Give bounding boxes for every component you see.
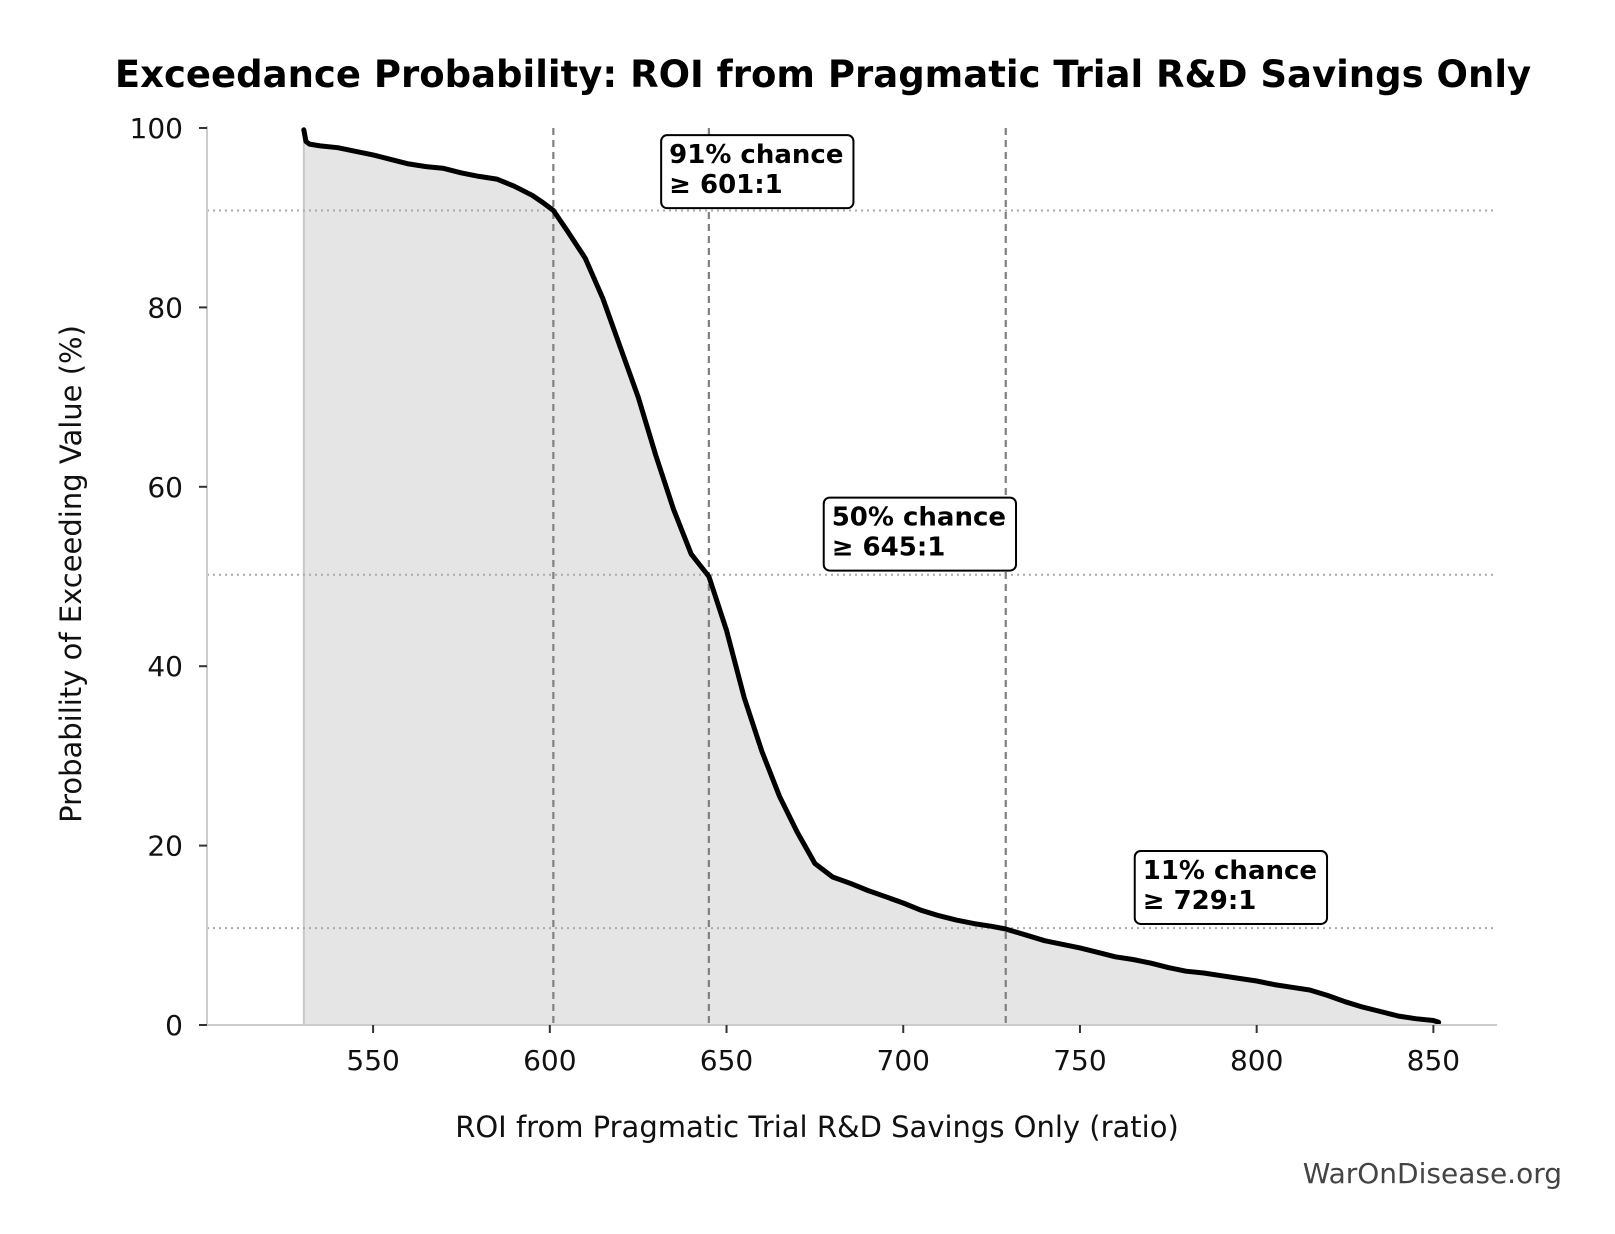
exceedance-area	[303, 129, 1439, 1026]
annotation-box-1	[660, 134, 855, 210]
annotation-line1-2: 50% chance	[832, 503, 1006, 533]
annotation-line2-3: ≥ 729:1	[1143, 886, 1257, 916]
y-tick-label-0: 0	[165, 1009, 183, 1042]
y-tick-label-40: 40	[147, 650, 183, 683]
annotation-line2-2: ≥ 645:1	[832, 533, 946, 563]
y-axis-label: Probability of Exceeding Value (%)	[54, 325, 88, 823]
x-axis-label: ROI from Pragmatic Trial R&D Savings Onl…	[455, 1110, 1179, 1144]
plot-area: 550 600 650 700 750 800 850 0 20 40 60 80 100 91% cha…	[130, 112, 1497, 1077]
watermark: WarOnDisease.org	[1303, 1157, 1562, 1190]
exceedance-curve	[301, 127, 1442, 1025]
chart-title: Exceedance Probability: ROI from Pragmat…	[115, 53, 1531, 96]
x-tick-label-750: 750	[1053, 1044, 1106, 1077]
y-tick-label-100: 100	[130, 112, 183, 145]
x-tick-label-850: 850	[1407, 1044, 1460, 1077]
x-tick-label-550: 550	[346, 1044, 399, 1077]
y-tick-label-20: 20	[147, 830, 183, 863]
x-tick-label-700: 700	[877, 1044, 930, 1077]
x-tick-label-800: 800	[1230, 1044, 1283, 1077]
annotation-line2-1: ≥ 601:1	[669, 170, 783, 200]
annotation-line1-3: 11% chance	[1143, 856, 1317, 886]
x-tick-label-650: 650	[700, 1044, 753, 1077]
x-tick-label-600: 600	[523, 1044, 576, 1077]
annotation-box-3	[1133, 849, 1329, 925]
y-tick-label-60: 60	[147, 471, 183, 504]
annotation-line1-1: 91% chance	[669, 140, 843, 170]
y-tick-label-80: 80	[147, 291, 183, 324]
annotation-box-2	[822, 496, 1018, 572]
